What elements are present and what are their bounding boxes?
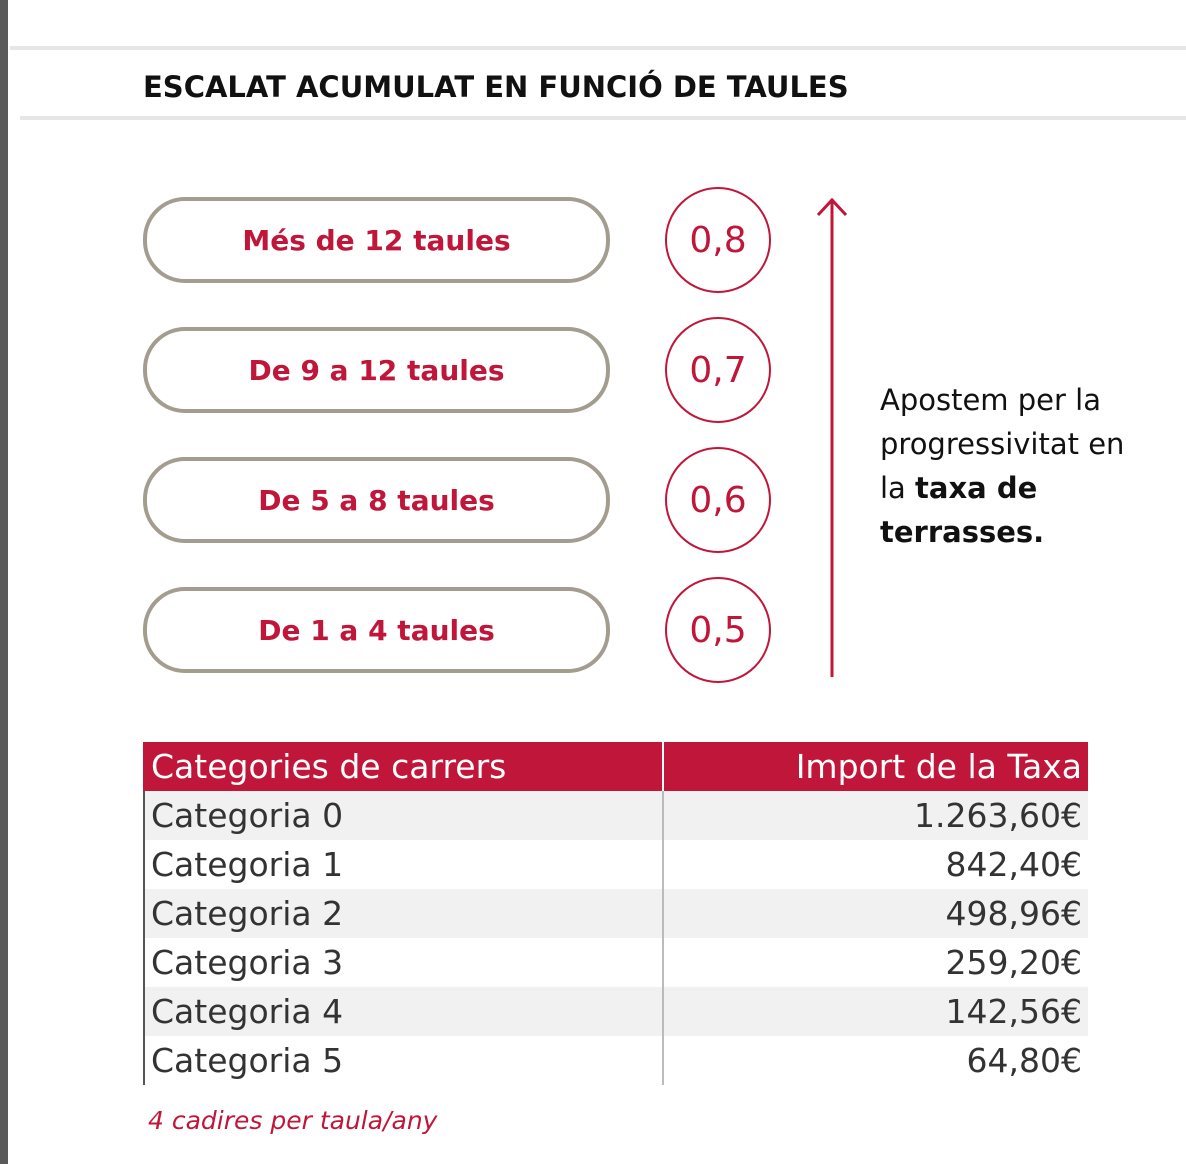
table-cell: 842,40€ (662, 840, 1088, 889)
tier-coefficient: 0,5 (665, 577, 771, 683)
table-cell: Categoria 4 (143, 987, 662, 1036)
table-header: Categories de carrers Import de la Taxa (143, 742, 1088, 791)
table-row: Categoria 4 142,56€ (143, 987, 1088, 1036)
arrow (816, 197, 848, 677)
table-cell: 142,56€ (662, 987, 1088, 1036)
table-cell: 64,80€ (662, 1036, 1088, 1085)
table-cell: Categoria 5 (143, 1036, 662, 1085)
table-cell: 498,96€ (662, 889, 1088, 938)
table-row: Categoria 0 1.263,60€ (143, 791, 1088, 840)
top-rule (10, 46, 1186, 50)
tier-label: Més de 12 taules (143, 197, 610, 283)
footnote: 4 cadires per taula/any (148, 1106, 438, 1135)
table-cell: Categoria 3 (143, 938, 662, 987)
table-row: Categoria 5 64,80€ (143, 1036, 1088, 1085)
tier-label: De 5 a 8 taules (143, 457, 610, 543)
header-cell: Import de la Taxa (662, 742, 1088, 791)
tier-label: De 1 a 4 taules (143, 587, 610, 673)
tier-coefficient: 0,7 (665, 317, 771, 423)
header-cell: Categories de carrers (143, 742, 662, 791)
table-cell: Categoria 2 (143, 889, 662, 938)
arrow-head (816, 197, 848, 217)
note-bold: taxa de terrasses. (880, 471, 1045, 549)
side-bar (0, 0, 8, 1164)
table-cell: Categoria 0 (143, 791, 662, 840)
table-cell: 1.263,60€ (662, 791, 1088, 840)
tier-coefficient: 0,8 (665, 187, 771, 293)
table-cell: 259,20€ (662, 938, 1088, 987)
table-row: Categoria 2 498,96€ (143, 889, 1088, 938)
table-row: Categoria 1 842,40€ (143, 840, 1088, 889)
tier-label: De 9 a 12 taules (143, 327, 610, 413)
note-text: Apostem per la progressivitat en la (880, 383, 1125, 505)
table-row: Categoria 3 259,20€ (143, 938, 1088, 987)
title-rule (20, 116, 1186, 120)
note: Apostem per la progressivitat en la taxa… (880, 378, 1140, 554)
tier-coefficient: 0,6 (665, 447, 771, 553)
title: ESCALAT ACUMULAT EN FUNCIÓ DE TAULES (143, 70, 849, 104)
table-cell: Categoria 1 (143, 840, 662, 889)
